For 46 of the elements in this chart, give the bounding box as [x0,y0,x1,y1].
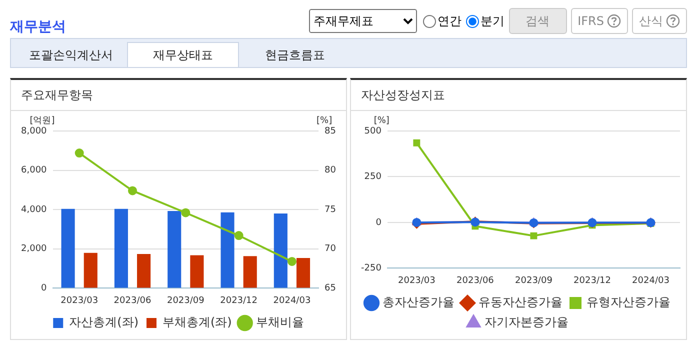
y2-axis-title: [%] [316,116,332,126]
text: 재무상태표 [127,42,239,67]
y-tick-label: 250 [364,172,382,182]
y-tick-label: 4,000 [21,204,48,215]
x-tick-label: 2023/03 [398,276,436,286]
text: 재무분석 [10,18,66,36]
y2-tick-label: 70 [324,244,336,254]
text: 산식 [632,8,687,34]
legend-label: 부채총계(좌) [162,315,232,330]
y-axis-title: [억원] [30,116,55,126]
y2-tick-label: 65 [324,284,336,294]
text: 분기 [480,12,505,30]
chart-title: 주요재무항목 [11,80,346,111]
text: 검색 [508,8,567,34]
y-axis-title: [%] [374,116,390,126]
x-tick-label: 2023/06 [114,296,152,306]
x-tick-label: 2023/09 [166,296,205,306]
x-tick-label: 2023/09 [515,276,553,286]
legend-label: 유동자산증가율 [478,295,562,310]
text: IFRS [570,8,628,34]
text: 연간 [436,12,462,30]
text: 주재무제표 [308,9,417,33]
y-tick-label: 0 [41,284,48,294]
y2-tick-label: 80 [324,166,336,176]
text: 포괄손익계산서 [28,47,114,64]
legend-label: 자기자본증가율 [484,315,568,330]
y-tick-label: -250 [360,264,382,274]
x-tick-label: 2024/03 [632,276,670,286]
y-tick-label: 0 [376,218,382,228]
y-tick-label: 8,000 [21,126,48,136]
y-tick-label: 500 [364,126,382,136]
y-tick-label: 2,000 [21,244,48,254]
x-tick-label: 2024/03 [273,296,311,306]
legend-label: 총자산증가율 [382,295,454,310]
legend-label: 자산총계(좌) [69,315,139,330]
y2-tick-label: 85 [324,126,336,136]
x-tick-label: 2023/12 [574,276,611,286]
text: 현금흐름표 [264,47,326,64]
chart-title: 자산성장성지표 [351,80,686,111]
y-tick-label: 6,000 [21,166,48,176]
x-tick-label: 2023/03 [60,296,98,306]
x-tick-label: 2023/06 [456,276,494,286]
y2-tick-label: 75 [324,204,336,215]
legend-label: 부채비율 [256,315,304,330]
legend-label: 유형자산증가율 [586,295,670,310]
x-tick-label: 2023/12 [220,296,258,306]
